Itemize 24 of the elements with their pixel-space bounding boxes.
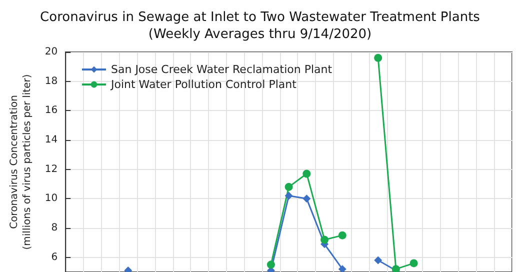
y-tick-label: 14: [44, 134, 58, 146]
point: [410, 259, 418, 268]
point: [374, 54, 382, 62]
y-tick-label: 6: [51, 252, 58, 263]
chart-subtitle: (Weekly Averages thru 9/14/2020): [148, 27, 372, 42]
point: [284, 182, 293, 191]
chart-title: Coronavirus in Sewage at Inlet to Two Wastewater Treatment Plants: [40, 10, 480, 25]
point: [284, 192, 293, 200]
y-tick-label: 10: [44, 193, 58, 204]
legend-label: San Jose Creek Water Reclamation Plant: [111, 63, 333, 76]
y-tick-label: 8: [51, 222, 58, 234]
point: [302, 170, 311, 178]
point: [320, 236, 329, 244]
y-tick-label: 20: [44, 46, 58, 58]
point: [374, 256, 382, 264]
point: [266, 260, 275, 269]
y-tick-label: 18: [44, 76, 58, 87]
legend-label: Joint Water Pollution Control Plant: [110, 78, 298, 91]
point: [302, 194, 311, 203]
point: [338, 231, 346, 240]
y-tick-label: 16: [44, 105, 58, 116]
point: [338, 265, 346, 272]
y-tick-label: 12: [44, 164, 58, 175]
y-axis-title: Coronavirus Concentration (millions of virus particles per liter): [9, 74, 33, 250]
